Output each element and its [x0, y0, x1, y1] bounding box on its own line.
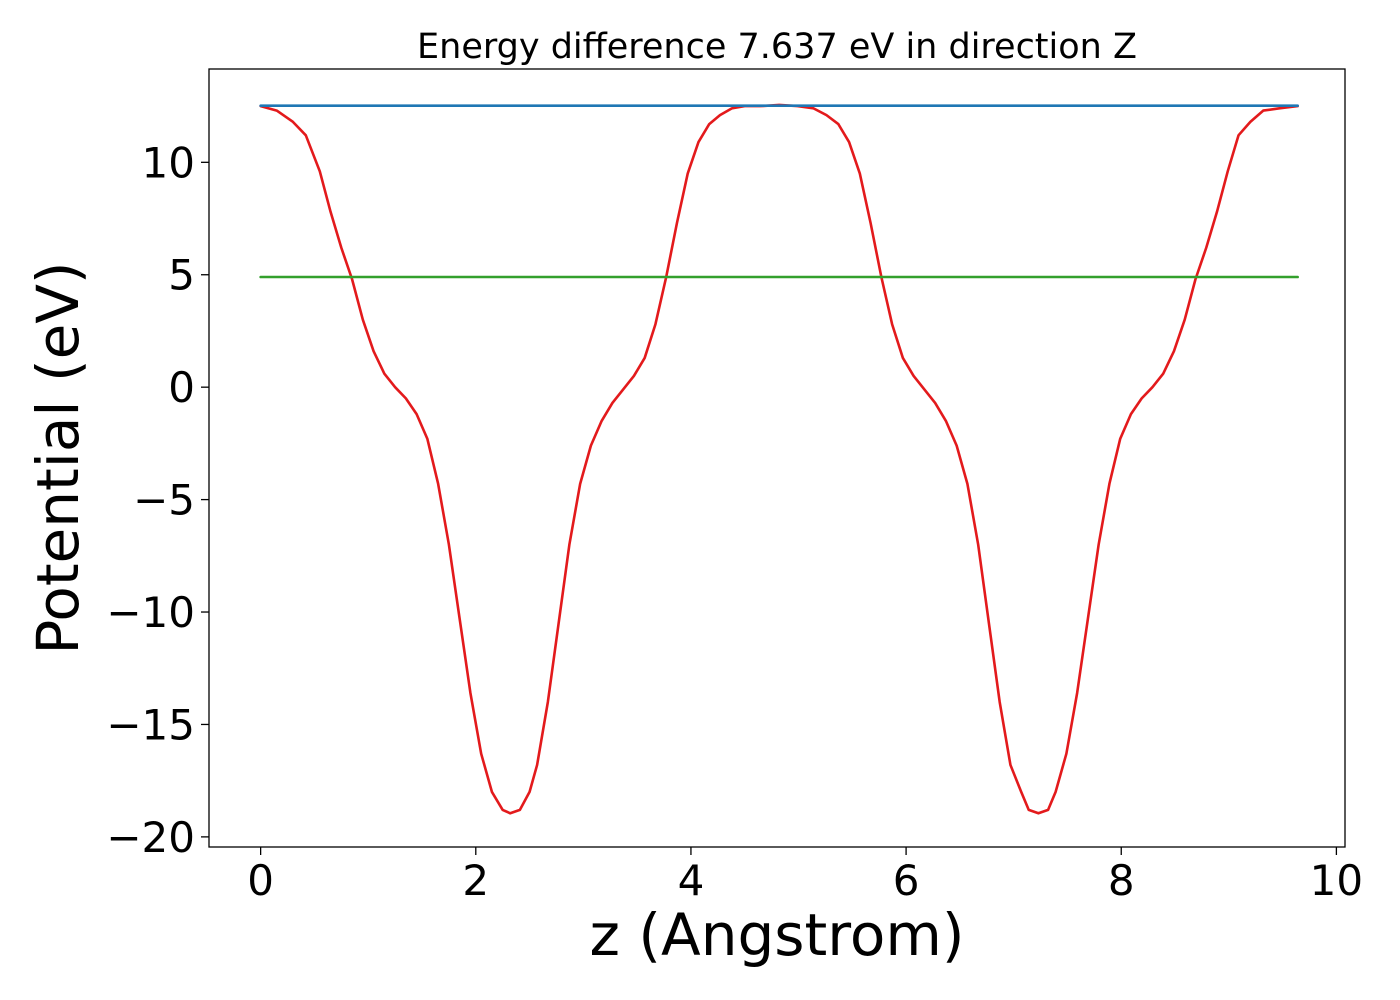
x-tick-label-3: 6 — [893, 856, 920, 905]
x-tick-label-5: 10 — [1310, 856, 1363, 905]
y-tick-label-2: −10 — [106, 588, 195, 637]
y-tick-label-6: 10 — [142, 138, 195, 187]
y-tick-label-0: −20 — [106, 813, 195, 862]
x-tick-label-1: 2 — [462, 856, 489, 905]
x-tick-label-4: 8 — [1108, 856, 1135, 905]
x-axis: 0 2 4 6 8 10 — [247, 847, 1363, 905]
plot-area — [208, 68, 1346, 848]
chart-title: Energy difference 7.637 eV in direction … — [417, 27, 1137, 67]
y-tick-label-4: 0 — [168, 363, 195, 412]
x-axis-label: z (Angstrom) — [590, 901, 965, 969]
y-tick-label-3: −5 — [133, 476, 195, 525]
y-axis-label: Potential (eV) — [24, 261, 92, 654]
y-tick-label-5: 5 — [168, 251, 195, 300]
y-axis: −20 −15 −10 −5 0 5 10 — [106, 138, 209, 862]
x-tick-label-2: 4 — [678, 856, 705, 905]
plot-frame — [208, 68, 1346, 848]
plot-background — [209, 69, 1345, 847]
x-tick-label-0: 0 — [247, 856, 274, 905]
series-layer — [259, 103, 1299, 815]
y-tick-label-1: −15 — [106, 700, 195, 749]
